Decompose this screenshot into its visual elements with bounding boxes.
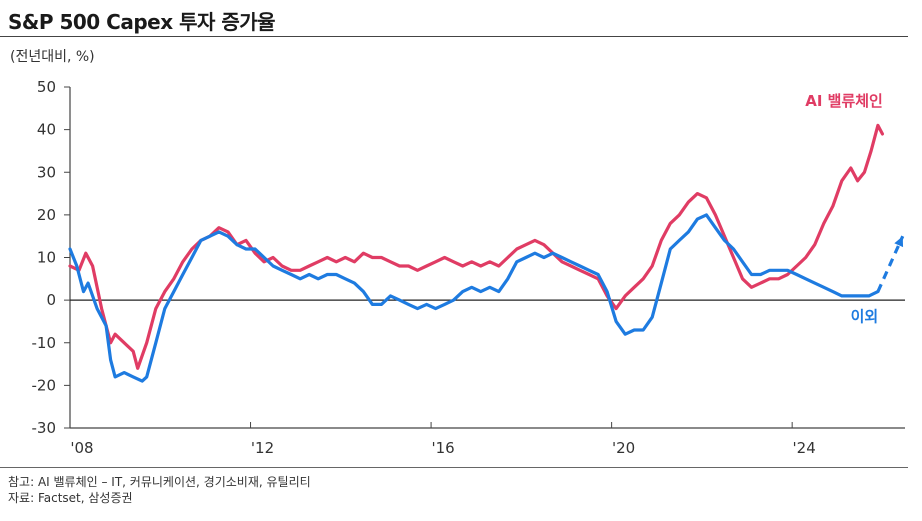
top-divider (0, 36, 908, 37)
y-tick-label: -30 (32, 419, 57, 437)
series-line-other (68, 213, 880, 383)
y-tick-label: 20 (37, 206, 56, 224)
bottom-divider (0, 467, 908, 468)
y-tick-label: 0 (46, 291, 56, 309)
x-tick-label: '12 (251, 439, 274, 457)
series-label-other: 이외 (851, 307, 879, 325)
x-tick-label: '08 (70, 439, 93, 457)
y-tick-label: 40 (37, 121, 56, 139)
footnote-reference: 참고: AI 밸류체인 – IT, 커뮤니케이션, 경기소비재, 유틸리티 (8, 475, 311, 489)
y-tick-label: -20 (32, 376, 57, 394)
y-tick-label: 30 (37, 163, 56, 181)
y-tick-label: 10 (37, 249, 56, 267)
x-tick-label: '24 (793, 439, 816, 457)
footnotes: 참고: AI 밸류체인 – IT, 커뮤니케이션, 경기소비재, 유틸리티 자료… (8, 474, 311, 506)
y-unit-label: (전년대비, %) (10, 49, 95, 65)
series-label-ai-value-chain: AI 밸류체인 (805, 92, 883, 110)
line-chart: 50 40 30 20 10 0 -10 -20 -30 '08 '12 '16 '20 '24 AI 밸… (32, 78, 905, 457)
series-line-ai-value-chain (68, 123, 884, 370)
footnote-source: 자료: Factset, 삼성증권 (8, 491, 133, 505)
x-tick-label: '16 (431, 439, 454, 457)
projection-arrow-icon (894, 236, 904, 248)
chart-lines (68, 123, 905, 383)
y-tick-label: -10 (32, 334, 57, 352)
y-tick-label: 50 (37, 78, 56, 96)
chart-title: S&P 500 Capex 투자 증가율 (8, 10, 276, 34)
x-tick-label: '20 (612, 439, 635, 457)
chart-axes: 50 40 30 20 10 0 -10 -20 -30 '08 '12 '16 '20 '24 (32, 78, 905, 457)
projection-dashed-line (876, 235, 905, 293)
